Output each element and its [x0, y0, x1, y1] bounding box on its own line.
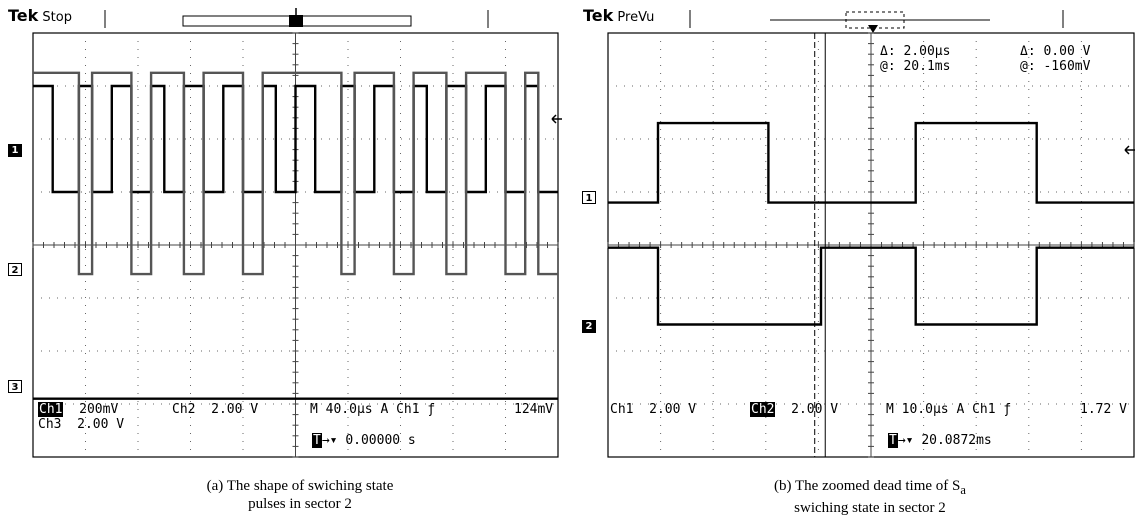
ch2-label: Ch2 [172, 402, 196, 417]
channel-2-marker: 2 [8, 263, 22, 276]
delta-v-label: Δ: [1020, 44, 1036, 59]
channel-2-marker: 2 [582, 320, 596, 333]
timebase-readout: M 40.0µs A Ch1 ƒ [310, 402, 435, 417]
trigger-position-readout: T→▾ 20.0872ms [888, 433, 992, 448]
trigger-slope-icon: ƒ [427, 402, 436, 417]
scope-header-a: Tek Stop [8, 6, 72, 25]
cursor-delta-voltage: Δ: 0.00 V [1020, 44, 1090, 59]
ch2-scale: 2.00 V [211, 402, 259, 417]
acquisition-status: PreVu [617, 10, 655, 25]
trigger-source: Ch1 [972, 402, 996, 417]
waveform-ch2 [608, 246, 1134, 326]
delta-t-value: 2.00µs [903, 44, 951, 59]
trigger-level-arrow-icon [1124, 145, 1135, 155]
oscilloscope-panel-b: Tek PreVu 1 2 Δ: 2.00µs Δ: 0.00 V @: 20.… [580, 0, 1135, 470]
channel-3-marker: 3 [8, 380, 22, 393]
at-t-value: 20.1ms [903, 59, 951, 74]
caption-a: (a) The shape of swiching state pulses i… [150, 477, 450, 513]
channel-1-marker: 1 [8, 144, 22, 157]
trigger-level-readout: 1.72 V [1080, 402, 1127, 417]
caption-a-line1: (a) The shape of swiching state [206, 478, 394, 494]
caption-b: (b) The zoomed dead time of Sa swiching … [720, 477, 1020, 517]
ch3-scale-readout: Ch3 2.00 V [38, 417, 124, 432]
trigger-marker-icon: T [888, 433, 898, 448]
cursor-delta-time: Δ: 2.00µs [880, 44, 950, 59]
ch1-scale: 200mV [79, 402, 119, 417]
ch3-label: Ch3 [38, 417, 62, 432]
ch1-label: Ch1 [610, 402, 634, 417]
brand-label: Tek [583, 6, 614, 25]
ch1-scale: 2.00 V [649, 402, 697, 417]
trigger-level-readout: 124mV [514, 402, 554, 417]
channel-1-marker: 1 [582, 191, 596, 204]
scope-screen-a [32, 8, 562, 458]
cursor-at-time: @: 20.1ms [880, 59, 950, 74]
trigger-slope-icon: ƒ [1003, 402, 1012, 417]
oscilloscope-panel-a: Tek Stop 1 2 3 Ch1 200mV Ch2 2.00 V M 40… [0, 0, 570, 470]
ch2-scale: 2.00 V [791, 402, 839, 417]
waveform-ch1 [608, 121, 1134, 204]
trigger-position-icon [289, 15, 303, 27]
delta-v-value: 0.00 V [1043, 44, 1091, 59]
scope-screen-b [607, 10, 1135, 458]
ch2-label: Ch2 [750, 402, 776, 417]
caption-b-text: (b) The zoomed dead time of S [774, 478, 961, 494]
ch1-scale-readout: Ch1 200mV [38, 402, 118, 417]
trigger-position: 0.00000 s [345, 433, 416, 448]
trigger-level-arrow-icon [551, 114, 562, 124]
trigger-mode: A [956, 402, 965, 417]
brand-label: Tek [8, 6, 39, 25]
trigger-source: Ch1 [396, 402, 420, 417]
timebase-readout: M 10.0µs A Ch1 ƒ [886, 402, 1011, 417]
ch1-scale-readout: Ch1 2.00 V [610, 402, 696, 417]
caption-b-subscript: a [960, 483, 966, 497]
at-t-label: @: [880, 59, 896, 74]
delta-t-label: Δ: [880, 44, 896, 59]
scope-header-b: Tek PreVu [583, 6, 654, 25]
trigger-position-icon [868, 25, 878, 33]
trigger-marker-icon: T [312, 433, 322, 448]
caption-b-line2: swiching state in sector 2 [794, 500, 946, 516]
timebase: M 10.0µs [886, 402, 949, 417]
at-v-label: @: [1020, 59, 1036, 74]
ch3-scale: 2.00 V [77, 417, 125, 432]
ch1-label: Ch1 [38, 402, 64, 417]
timebase: M 40.0µs [310, 402, 373, 417]
at-v-value: -160mV [1043, 59, 1091, 74]
trigger-position-readout: T→▾ 0.00000 s [312, 433, 416, 448]
trigger-position: 20.0872ms [921, 433, 992, 448]
caption-a-line2: pulses in sector 2 [248, 496, 352, 512]
ch2-scale-readout: Ch2 2.00 V [750, 402, 838, 417]
trigger-mode: A [380, 402, 389, 417]
caption-b-line1: (b) The zoomed dead time of Sa [720, 477, 1020, 499]
cursor-at-voltage: @: -160mV [1020, 59, 1090, 74]
acquisition-status: Stop [42, 10, 72, 25]
ch2-scale-readout: Ch2 2.00 V [172, 402, 258, 417]
waveform-ch2 [33, 71, 558, 276]
